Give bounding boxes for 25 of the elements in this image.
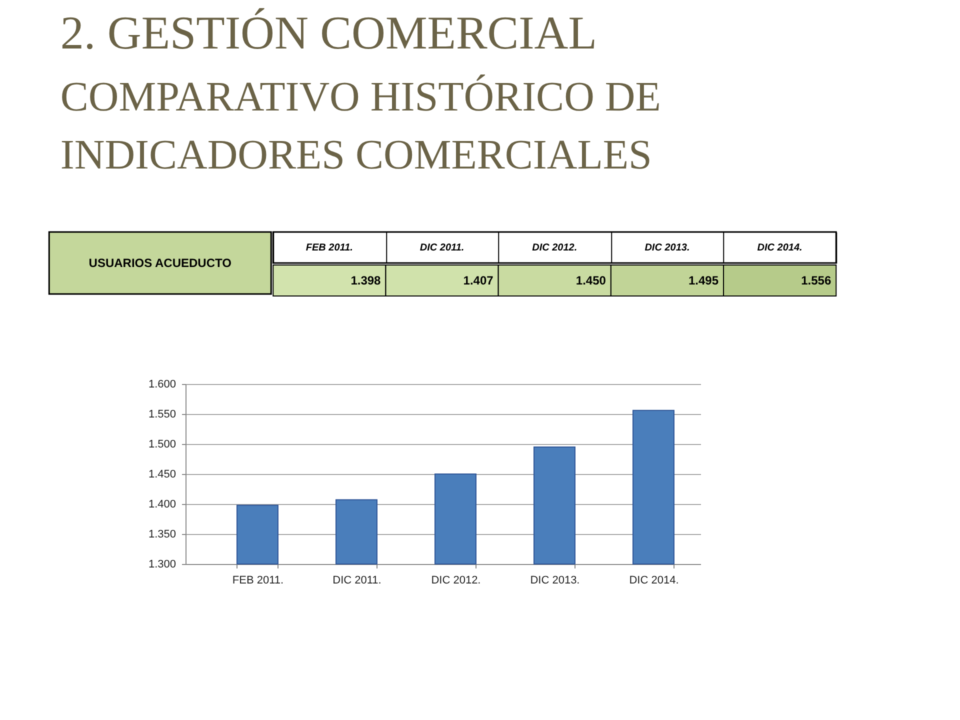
x-tick-label: DIC 2012. xyxy=(532,242,578,254)
x-tick-label: FEB 2011. xyxy=(232,574,284,586)
x-tick-label: DIC 2014. xyxy=(757,242,802,254)
data-label: 1.495 xyxy=(688,274,719,288)
x-tick-label: DIC 2011. xyxy=(332,574,382,586)
y-tick-label: 1.550 xyxy=(148,408,176,420)
y-tick-label: 1.400 xyxy=(148,498,176,510)
y-tick-label: 1.600 xyxy=(148,378,176,390)
x-tick-label: DIC 2011. xyxy=(420,242,464,254)
data-label: 1.450 xyxy=(576,274,606,288)
y-tick-label: USUARIOS ACUEDUCTO xyxy=(88,256,232,270)
y-tick-label: 1.450 xyxy=(148,468,176,480)
x-tick-label: FEB 2011. xyxy=(306,242,353,254)
data-label: 1.407 xyxy=(463,274,494,288)
y-tick-label: 1.500 xyxy=(148,438,176,450)
x-tick-label: DIC 2013. xyxy=(530,574,580,586)
x-tick-label: DIC 2013. xyxy=(644,242,690,254)
data-label: 1.556 xyxy=(801,274,832,288)
x-tick-label: DIC 2014. xyxy=(629,574,679,586)
y-tick-label: 1.350 xyxy=(148,528,176,540)
data-label: 1.398 xyxy=(350,274,382,288)
y-tick-label: 1.300 xyxy=(148,558,176,570)
x-tick-label: DIC 2012. xyxy=(431,574,481,586)
chart-subtitle: COMPARATIVO HISTÓRICO DE INDICADORES COMERCIALES xyxy=(60,73,661,178)
chart-title: 2. GESTIÓN COMERCIAL xyxy=(60,7,597,60)
